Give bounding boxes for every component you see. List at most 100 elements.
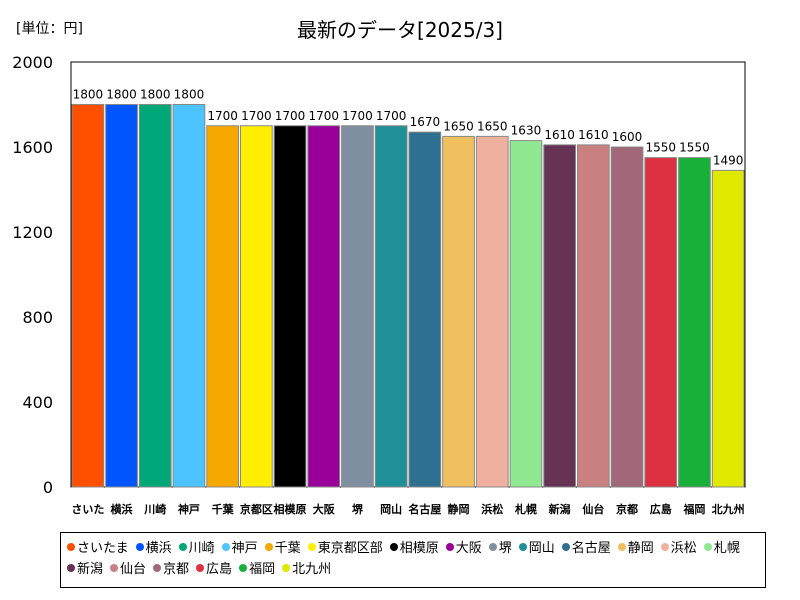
bar xyxy=(138,104,172,488)
bar xyxy=(341,125,374,488)
data-label: 1800 xyxy=(106,88,137,102)
legend-dot-icon xyxy=(703,543,712,551)
legend-label: さいたま xyxy=(77,541,129,556)
data-label: 1800 xyxy=(73,88,104,102)
bar xyxy=(172,104,206,488)
y-tick-label: 400 xyxy=(22,393,53,412)
legend-dot-icon xyxy=(445,543,454,551)
legend-label: 神戸 xyxy=(231,541,258,556)
legend-dot-icon xyxy=(617,543,626,551)
y-tick-label: 1200 xyxy=(12,223,53,242)
bar xyxy=(307,125,341,488)
bar xyxy=(273,125,307,488)
x-tick-label: 相模原 xyxy=(274,502,307,516)
data-label: 1610 xyxy=(578,128,609,142)
legend-item: 横浜 xyxy=(135,538,172,559)
data-label: 1670 xyxy=(410,115,441,129)
legend-label: 京都 xyxy=(163,562,190,577)
legend-dot-icon xyxy=(135,543,144,551)
bar xyxy=(374,125,408,488)
legend-dot-icon xyxy=(239,564,248,572)
data-label: 1650 xyxy=(443,119,474,133)
data-label: 1800 xyxy=(140,88,171,102)
x-tick-label: さいた xyxy=(71,503,104,516)
bar xyxy=(206,125,240,488)
x-tick-label: 川崎 xyxy=(143,502,166,516)
legend-dot-icon xyxy=(110,564,119,572)
legend-item: 岡山 xyxy=(518,538,555,559)
legend-item: 大阪 xyxy=(445,538,482,559)
legend-label: 浜松 xyxy=(670,541,697,556)
legend-item: 北九州 xyxy=(282,559,331,580)
x-tick-label: 名古屋 xyxy=(408,502,441,516)
bar xyxy=(644,157,678,488)
legend-item: 浜松 xyxy=(660,538,697,559)
legend-label: 新潟 xyxy=(77,562,104,577)
data-label: 1700 xyxy=(241,109,272,123)
legend-label: 名古屋 xyxy=(571,541,611,556)
legend-dot-icon xyxy=(67,564,75,572)
legend: さいたま 横浜 川崎 神戸 千葉 東京都区部 相模原 大阪 堺 岡山 名古屋 静岡 浜松 札幌新潟 仙台 京都… xyxy=(60,532,766,588)
bar xyxy=(105,104,138,488)
legend-item: 新潟 xyxy=(67,559,103,580)
x-tick-label: 仙台 xyxy=(582,502,604,516)
legend-item: 堺 xyxy=(488,538,512,559)
legend-item: 神戸 xyxy=(221,538,258,559)
legend-label: 東京都区部 xyxy=(317,541,383,556)
data-label: 1490 xyxy=(713,153,744,167)
legend-dot-icon xyxy=(196,564,205,572)
data-label: 1630 xyxy=(511,124,542,138)
bar xyxy=(509,140,543,488)
legend-item: 相模原 xyxy=(389,538,439,559)
legend-label: 堺 xyxy=(498,541,512,556)
x-tick-label: 大阪 xyxy=(313,502,336,516)
x-tick-label: 北九州 xyxy=(712,502,745,516)
y-tick-label: 0 xyxy=(43,478,53,497)
chart-title: 最新のデータ[2025/3] xyxy=(297,18,503,42)
legend-dot-icon xyxy=(221,543,230,551)
x-tick-label: 横浜 xyxy=(111,502,133,516)
x-tick-label: 岡山 xyxy=(380,502,402,516)
legend-item: 札幌 xyxy=(703,538,740,559)
legend-dot-icon xyxy=(389,543,398,551)
x-tick-label: 京都 xyxy=(616,502,638,516)
legend-label: 仙台 xyxy=(120,562,147,577)
legend-label: 静岡 xyxy=(627,541,654,556)
legend-dot-icon xyxy=(307,543,316,551)
bar xyxy=(408,131,442,488)
data-label: 1650 xyxy=(477,119,508,133)
legend-label: 千葉 xyxy=(274,541,301,556)
legend-dot-icon xyxy=(488,543,497,551)
data-label: 1550 xyxy=(645,141,676,155)
y-tick-label: 1600 xyxy=(12,138,53,157)
data-label: 1700 xyxy=(308,109,339,123)
legend-dot-icon xyxy=(264,543,273,551)
x-tick-label: 札幌 xyxy=(514,502,537,516)
unit-label: [単位：円] xyxy=(16,21,83,37)
y-tick-label: 2000 xyxy=(12,53,53,72)
legend-label: 北九州 xyxy=(292,562,332,577)
legend-item: 東京都区部 xyxy=(307,538,383,559)
legend-item: 福岡 xyxy=(239,559,275,580)
legend-item: さいたま xyxy=(67,538,129,559)
bar xyxy=(711,169,745,488)
legend-label: 岡山 xyxy=(528,541,555,556)
legend-label: 相模原 xyxy=(399,541,439,556)
bar xyxy=(442,135,475,488)
legend-item: 川崎 xyxy=(178,538,215,559)
y-tick-label: 800 xyxy=(22,308,53,327)
x-tick-label: 京都区 xyxy=(240,502,273,516)
bar xyxy=(577,144,610,488)
x-tick-label: 新潟 xyxy=(549,502,571,516)
data-label: 1610 xyxy=(544,128,575,142)
plot-area xyxy=(70,61,746,488)
bar xyxy=(543,144,576,488)
bar xyxy=(71,104,105,488)
data-label: 1700 xyxy=(342,109,373,123)
x-tick-label: 千葉 xyxy=(212,502,235,516)
legend-item: 静岡 xyxy=(617,538,654,559)
bar xyxy=(678,157,711,488)
data-label: 1550 xyxy=(679,141,710,155)
data-label: 1700 xyxy=(376,109,407,123)
